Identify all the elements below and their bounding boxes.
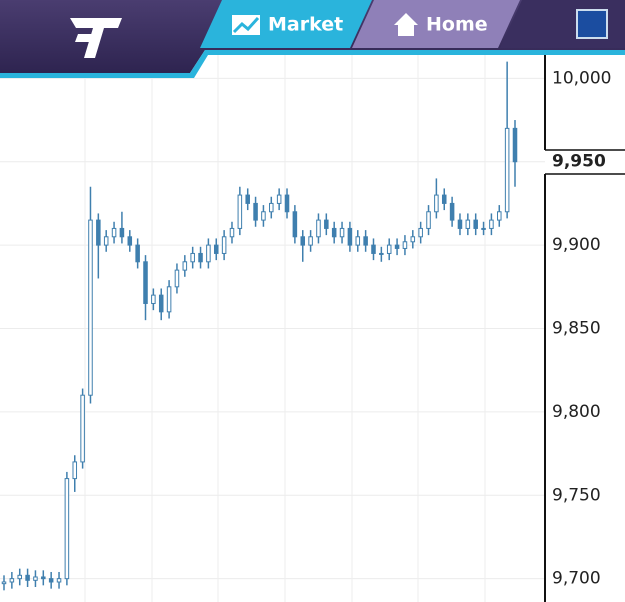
candle-body	[489, 219, 494, 229]
candle-body	[284, 194, 290, 213]
candle-body	[17, 574, 22, 580]
candle-body	[221, 236, 227, 254]
candle-body	[56, 578, 62, 583]
candle-body	[379, 252, 384, 255]
candle-body	[213, 244, 219, 254]
header: Market Home	[0, 0, 625, 78]
plot-area	[0, 0, 545, 602]
y-tick-label: 10,000	[552, 68, 611, 88]
market-tab[interactable]	[200, 0, 372, 48]
candle-body	[269, 202, 274, 213]
candle-body	[174, 269, 180, 288]
candle-body	[103, 236, 109, 246]
candle-body	[316, 219, 321, 238]
candle-body	[308, 236, 313, 246]
logo	[75, 34, 96, 42]
candle-body	[402, 241, 408, 249]
candle-body	[158, 294, 164, 313]
candle-body	[127, 236, 133, 246]
y-tick-label: 9,900	[552, 235, 601, 255]
avatar-icon[interactable]	[576, 9, 608, 39]
y-tick-label: 9,700	[552, 569, 601, 589]
candle-body	[253, 202, 258, 221]
candle-body	[237, 194, 243, 229]
candle-body	[504, 127, 510, 213]
candle-body	[410, 236, 416, 243]
home-tab[interactable]	[352, 0, 520, 48]
candle-body	[449, 202, 455, 221]
candle-body	[135, 244, 140, 263]
tab-label[interactable]: Home	[426, 14, 488, 36]
candle-body	[276, 194, 282, 204]
candle-body	[441, 194, 447, 204]
candle-body	[190, 252, 195, 263]
tab-label[interactable]: Market	[268, 14, 343, 36]
candle-body	[426, 211, 431, 229]
candle-body	[80, 394, 85, 463]
candle-body	[465, 219, 471, 229]
last-price-label: 9,950	[552, 152, 606, 172]
candle-body	[96, 219, 101, 246]
y-tick-label: 9,850	[552, 319, 601, 339]
candle-body	[261, 211, 266, 221]
candle-body	[386, 244, 392, 254]
plot-bg	[0, 0, 545, 602]
candle-body	[331, 227, 337, 238]
candle-body	[143, 261, 148, 304]
candle-body	[229, 227, 235, 238]
candle-body	[457, 219, 463, 229]
candle-body	[198, 252, 203, 263]
candle-body	[418, 227, 423, 238]
market-icon	[232, 16, 260, 34]
candle-body	[182, 261, 188, 271]
candle-body	[347, 227, 353, 246]
y-tick-label: 9,800	[552, 402, 601, 422]
candle-body	[41, 576, 46, 580]
candle-body	[166, 286, 172, 313]
candle-body	[206, 244, 211, 263]
candle-body	[434, 194, 439, 213]
price-axis: 9,700 9,750 9,800 9,850 9,900 10,000 9,950	[544, 55, 625, 602]
candle-body	[473, 219, 478, 229]
candle-body	[72, 461, 78, 480]
candle-body	[1, 581, 7, 585]
candle-body	[119, 227, 125, 238]
candle-body	[339, 227, 345, 238]
candle-body	[497, 211, 502, 221]
candle-body	[48, 578, 54, 583]
candle-body	[481, 227, 486, 230]
candle-body	[512, 127, 518, 163]
candle-body	[355, 236, 361, 246]
candle-body	[33, 576, 38, 581]
header-edge	[0, 50, 625, 78]
candle-body	[151, 294, 156, 304]
candle-body	[363, 236, 368, 246]
y-tick-label: 9,750	[552, 485, 601, 505]
candle-body	[394, 244, 400, 249]
candle-body	[9, 578, 15, 583]
logo	[70, 18, 122, 58]
candle-body	[25, 574, 30, 581]
candle-body	[300, 236, 306, 246]
candle-body	[371, 244, 376, 254]
home-icon	[394, 13, 418, 36]
candle-body	[64, 478, 70, 580]
candle-body	[111, 227, 117, 238]
market-icon	[232, 15, 260, 35]
candle-body	[324, 219, 329, 229]
candle-body	[88, 219, 93, 396]
candle-body	[292, 211, 298, 238]
candle-body	[245, 194, 250, 204]
